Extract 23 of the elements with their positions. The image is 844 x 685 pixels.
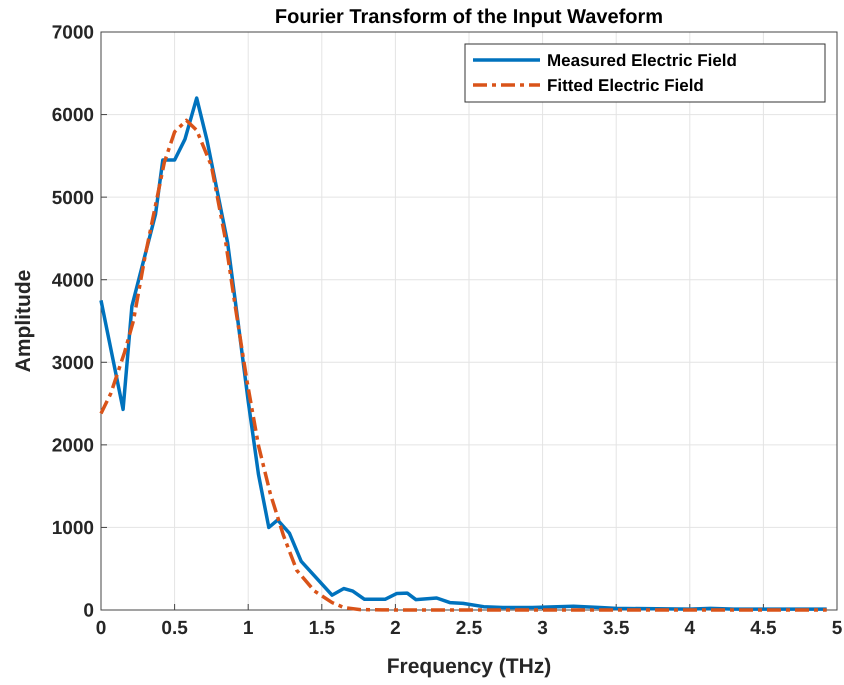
x-tick-label: 1 xyxy=(242,618,254,639)
x-tick-label: 0.5 xyxy=(161,618,188,639)
x-tick-label: 3.5 xyxy=(602,618,630,639)
y-tick-label: 3000 xyxy=(52,352,94,374)
x-tick-label: 3 xyxy=(537,618,548,639)
y-tick-label: 5000 xyxy=(52,188,94,209)
x-tick-label: 4.5 xyxy=(750,618,778,639)
y-tick-label: 7000 xyxy=(52,22,94,44)
x-tick-label: 5 xyxy=(832,618,843,639)
y-tick-label: 6000 xyxy=(52,105,94,126)
x-tick-label: 4 xyxy=(684,618,696,639)
x-tick-label: 2 xyxy=(390,618,401,639)
legend-label: Fitted Electric Field xyxy=(547,76,704,95)
x-axis-title: Frequency (THz) xyxy=(386,655,552,678)
legend-label: Measured Electric Field xyxy=(547,50,737,70)
y-tick-label: 0 xyxy=(83,600,94,622)
y-axis-title: Amplitude xyxy=(12,270,35,372)
y-tick-label: 4000 xyxy=(52,270,94,292)
y-tick-label: 1000 xyxy=(52,518,94,540)
chart-title: Fourier Transform of the Input Waveform xyxy=(274,6,664,28)
y-tick-label: 2000 xyxy=(52,436,94,457)
x-tick-label: 2.5 xyxy=(456,618,483,639)
x-tick-label: 1.5 xyxy=(308,618,336,639)
